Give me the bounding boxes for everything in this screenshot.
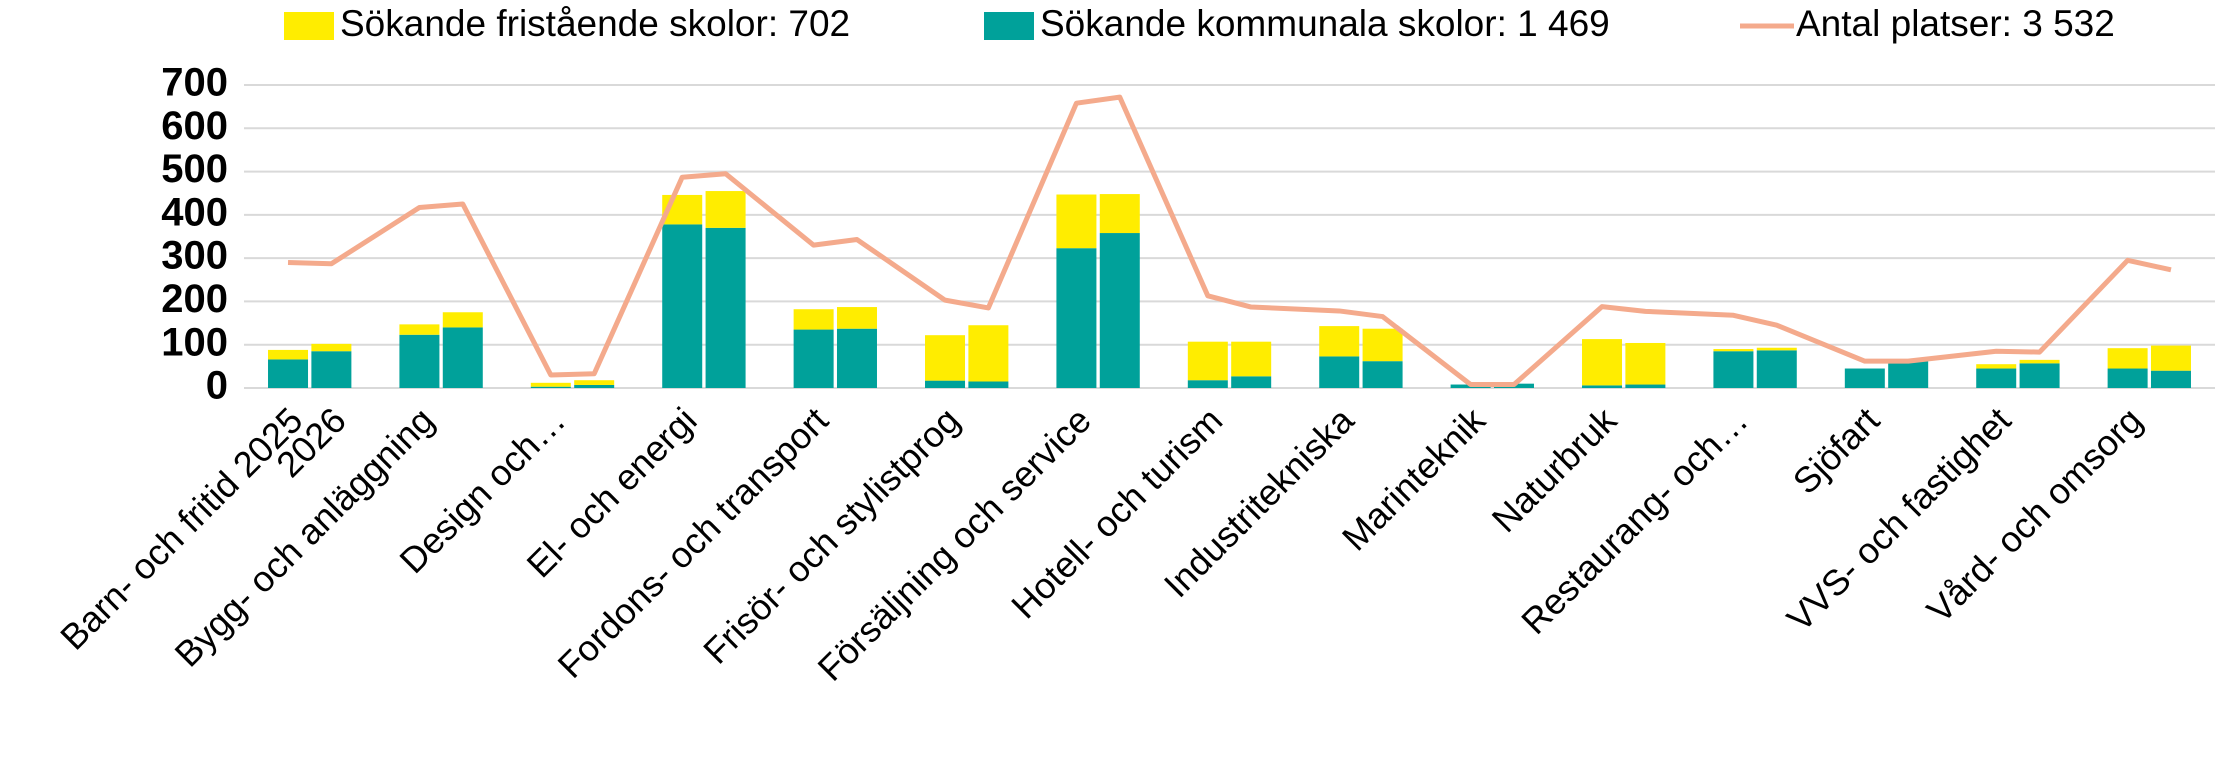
y-tick-label: 700 [161, 61, 228, 105]
bar [268, 349, 309, 360]
bar [1844, 368, 1885, 388]
legend-label: Sökande fristående skolor: 702 [340, 3, 850, 44]
bar [1231, 376, 1272, 388]
line [287, 94, 2172, 388]
x-tick-label: VVS- och fastighet [1779, 399, 2019, 639]
bar [311, 351, 352, 388]
bar [1362, 361, 1403, 388]
bar [1976, 368, 2017, 388]
x-tick-label: Sjöfart [1785, 399, 1888, 502]
bar [530, 386, 571, 388]
legend-swatch [284, 12, 334, 40]
bar [793, 309, 834, 330]
bar [1713, 351, 1754, 388]
bar [1187, 380, 1228, 388]
bar [1056, 248, 1097, 388]
bar [399, 324, 440, 335]
bar [1056, 194, 1097, 249]
bar [925, 335, 966, 381]
x-tick-label: Vård- och omsorg [1919, 399, 2150, 630]
bar [836, 328, 877, 388]
bar [2019, 363, 2060, 388]
legend-label: Antal platser: 3 532 [1796, 3, 2115, 44]
bar [2150, 370, 2191, 388]
bar [530, 382, 571, 387]
bar [705, 191, 746, 228]
bar [442, 327, 483, 388]
bar [705, 227, 746, 388]
y-tick-label: 100 [161, 320, 228, 364]
y-tick-label: 600 [161, 104, 228, 148]
bar [574, 384, 615, 388]
bar [442, 312, 483, 328]
bar [925, 380, 966, 388]
bar [574, 380, 615, 385]
x-tick-label: Barn- och fritid 2025 [52, 399, 310, 657]
bar [1976, 364, 2017, 369]
bar [1888, 361, 1929, 388]
bar [1582, 385, 1623, 388]
y-tick-label: 0 [206, 364, 228, 408]
bar [1187, 341, 1228, 381]
bar [2019, 359, 2060, 364]
legend-label: Sökande kommunala skolor: 1 469 [1040, 3, 1610, 44]
bar [268, 359, 309, 388]
bar [399, 334, 440, 388]
bar [2150, 345, 2191, 371]
x-tick-label: Frisör- och stylistprog [695, 399, 967, 671]
bar [793, 329, 834, 388]
bar [968, 325, 1009, 382]
bar [968, 381, 1009, 388]
bar [2107, 368, 2148, 388]
x-tick-label: Naturbruk [1484, 399, 1625, 540]
bar [1231, 341, 1272, 377]
y-tick-label: 300 [161, 234, 228, 278]
bar [1362, 328, 1403, 362]
bar [1625, 342, 1666, 385]
bar [1756, 347, 1797, 351]
bar [1099, 194, 1140, 234]
bar [1713, 349, 1754, 352]
bar [1099, 233, 1140, 388]
bar [311, 343, 352, 352]
x-tick-label: Marinteknik [1334, 399, 1494, 559]
y-tick-label: 400 [161, 190, 228, 234]
x-tick-label: Fordons- och transport [550, 399, 836, 685]
bar [1582, 339, 1623, 386]
legend-swatch [984, 12, 1034, 40]
y-tick-label: 200 [161, 277, 228, 321]
bar [662, 224, 703, 388]
bar [1756, 350, 1797, 388]
bar [1319, 356, 1360, 388]
bar [836, 307, 877, 329]
bar [1319, 326, 1360, 357]
bar [1625, 384, 1666, 388]
x-tick-label: Restaurang- och… [1513, 399, 1756, 642]
y-tick-label: 500 [161, 147, 228, 191]
bar [2107, 348, 2148, 369]
